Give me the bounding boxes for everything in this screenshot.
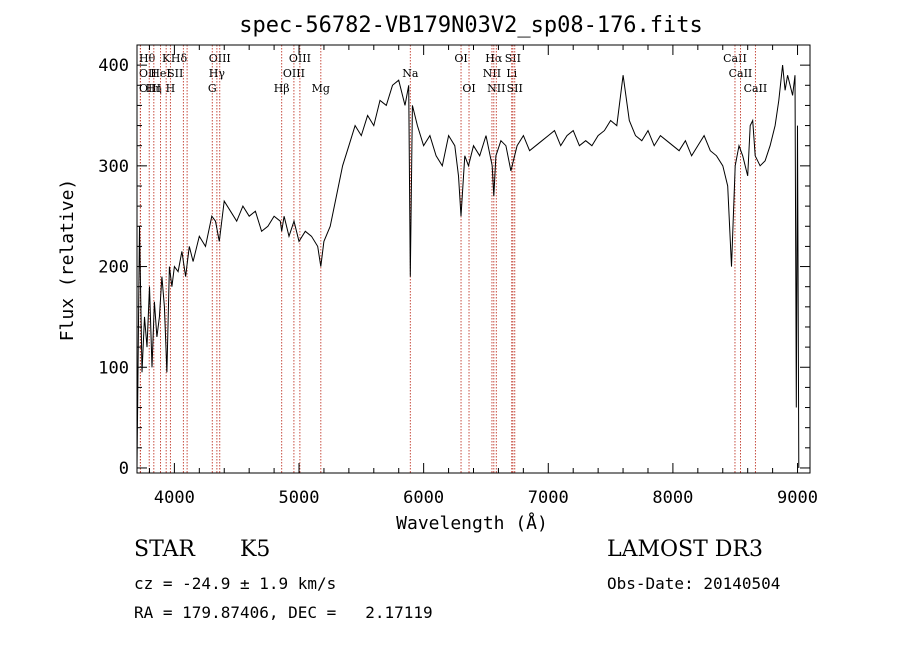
line-label-24: SII bbox=[507, 82, 523, 95]
y-tick-label-0: 0 bbox=[119, 459, 129, 479]
plot-frame bbox=[136, 44, 811, 474]
survey-name: LAMOST DR3 bbox=[607, 537, 763, 562]
line-label-16: Na bbox=[402, 67, 419, 80]
line-label-11: Hγ bbox=[209, 67, 226, 80]
redshift-velocity: cz = -24.9 ± 1.9 km/s bbox=[134, 574, 337, 593]
line-label-7: SII bbox=[167, 67, 183, 80]
ra-dec-coordinates: RA = 179.87406, DEC = 2.17119 bbox=[134, 603, 433, 622]
x-tick-label-3: 7000 bbox=[528, 488, 569, 508]
line-label-25: CaII bbox=[723, 52, 747, 65]
line-label-13: OIII bbox=[283, 67, 305, 80]
y-tick-label-2: 200 bbox=[98, 258, 129, 278]
line-label-6: H bbox=[166, 82, 176, 95]
line-label-18: OI bbox=[462, 82, 475, 95]
line-label-17: OI bbox=[454, 52, 467, 65]
line-label-8: Hδ bbox=[171, 52, 188, 65]
line-label-10: OIII bbox=[209, 52, 231, 65]
x-tick-label-5: 9000 bbox=[777, 488, 818, 508]
line-label-27: CaII bbox=[744, 82, 768, 95]
line-label-1: OIII bbox=[139, 82, 161, 95]
line-label-19: NII bbox=[483, 67, 501, 80]
spectrum-line bbox=[137, 65, 800, 469]
y-tick-label-4: 400 bbox=[98, 56, 129, 76]
object-class: STAR bbox=[134, 537, 195, 562]
line-label-2: Hθ bbox=[139, 52, 156, 65]
y-axis-label: Flux (relative) bbox=[57, 179, 78, 342]
line-label-20: Hα bbox=[485, 52, 503, 65]
line-label-12: Hβ bbox=[274, 82, 290, 95]
line-label-4: HeI bbox=[150, 67, 170, 80]
x-tick-label-4: 8000 bbox=[652, 488, 693, 508]
line-label-15: Mg bbox=[312, 82, 330, 95]
observation-date: Obs-Date: 20140504 bbox=[607, 574, 781, 593]
line-label-5: K bbox=[162, 52, 171, 65]
y-tick-label-1: 100 bbox=[98, 358, 129, 378]
line-label-14: OIII bbox=[289, 52, 311, 65]
line-label-0: OII bbox=[139, 67, 157, 80]
line-label-26: CaII bbox=[729, 67, 753, 80]
x-tick-label-1: 5000 bbox=[279, 488, 320, 508]
chart-title: spec-56782-VB179N03V2_sp08-176.fits bbox=[239, 13, 703, 38]
line-label-9: G bbox=[208, 82, 217, 95]
x-tick-label-2: 6000 bbox=[403, 488, 444, 508]
line-label-3: Hη bbox=[146, 82, 162, 95]
line-label-23: SII bbox=[505, 52, 521, 65]
x-axis-label: Wavelength (Å) bbox=[396, 512, 548, 534]
line-label-21: NII bbox=[487, 82, 505, 95]
line-label-22: Li bbox=[506, 67, 517, 80]
y-tick-label-3: 300 bbox=[98, 157, 129, 177]
object-subclass: K5 bbox=[240, 537, 271, 562]
x-tick-label-0: 4000 bbox=[154, 488, 195, 508]
